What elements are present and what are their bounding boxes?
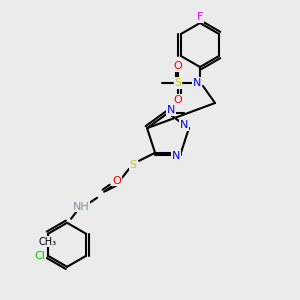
- Text: CH₃: CH₃: [39, 237, 57, 247]
- Text: N: N: [172, 151, 180, 161]
- Text: O: O: [113, 176, 122, 186]
- Text: N: N: [180, 120, 188, 130]
- Text: F: F: [197, 12, 203, 22]
- Text: O: O: [174, 95, 182, 105]
- Text: N: N: [167, 105, 175, 115]
- Text: S: S: [174, 78, 182, 88]
- Text: NH: NH: [73, 202, 89, 212]
- Text: S: S: [130, 160, 136, 170]
- Text: O: O: [174, 61, 182, 71]
- Text: N: N: [193, 78, 201, 88]
- Text: Cl: Cl: [34, 251, 46, 261]
